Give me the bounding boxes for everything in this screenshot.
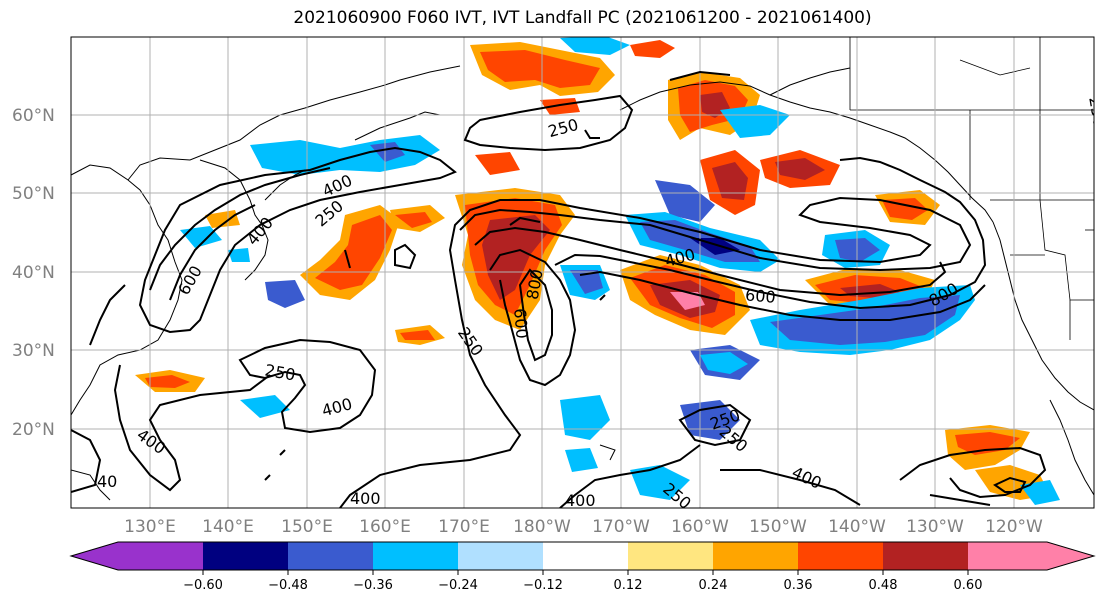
colorbar-extend-left xyxy=(71,542,118,570)
colorbar: −0.60 −0.48 −0.36 −0.24 −0.12 0.12 0.24 … xyxy=(69,541,1096,593)
map-frame xyxy=(70,36,1095,509)
lon-label: 130°W xyxy=(906,517,964,537)
lon-label: 120°W xyxy=(985,517,1043,537)
contour-label: 400 xyxy=(565,491,596,510)
colorbar-tick-label: 0.24 xyxy=(699,578,728,593)
lon-label: 150°W xyxy=(749,517,807,537)
gridlines xyxy=(71,37,1094,508)
colorbar-ticks xyxy=(202,570,969,575)
lon-label: 160°W xyxy=(671,517,729,537)
lat-label: 20°N xyxy=(12,420,55,440)
colorbar-segment xyxy=(543,542,628,570)
colorbar-extend-right xyxy=(1047,542,1094,570)
map-layers: 250 250 250 250 250 250 250 400 400 400 … xyxy=(71,37,1105,510)
contour-label: 40 xyxy=(97,472,117,491)
colorbar-segment xyxy=(373,542,458,570)
contour-label: 400 xyxy=(350,489,381,508)
lon-label: 180°W xyxy=(513,517,571,537)
lat-label: 30°N xyxy=(12,341,55,361)
longitude-labels: 130°E 140°E 150°E 160°E 170°E 180°W 170°… xyxy=(124,517,1043,537)
colorbar-tick-label: 0.60 xyxy=(954,578,983,593)
lon-label: 170°E xyxy=(438,517,490,537)
lat-label: 60°N xyxy=(12,106,55,126)
colorbar-segment xyxy=(798,542,883,570)
contour-label: 600 xyxy=(744,285,776,307)
colorbar-segment xyxy=(628,542,713,570)
colorbar-segment xyxy=(203,542,288,570)
ivt-shading xyxy=(135,37,1060,505)
contour-label: 600 xyxy=(510,307,532,339)
colorbar-tick-label: 0.12 xyxy=(614,578,643,593)
colorbar-segment xyxy=(713,542,798,570)
lon-label: 160°E xyxy=(359,517,411,537)
colorbar-tick-label: −0.24 xyxy=(438,578,478,593)
lon-label: 140°E xyxy=(202,517,254,537)
colorbar-tick-label: −0.12 xyxy=(523,578,563,593)
lat-label: 50°N xyxy=(12,184,55,204)
ivt-contours xyxy=(71,70,1047,508)
colorbar-segment xyxy=(968,542,1047,570)
lon-label: 170°W xyxy=(592,517,650,537)
colorbar-segment xyxy=(883,542,968,570)
colorbar-segment xyxy=(118,542,203,570)
lon-label: 150°E xyxy=(281,517,333,537)
contour-label: 250 xyxy=(1085,95,1105,128)
colorbar-tick-label: −0.60 xyxy=(183,578,223,593)
colorbar-tick-label: −0.48 xyxy=(268,578,308,593)
map-title: 2021060900 F060 IVT, IVT Landfall PC (20… xyxy=(293,8,872,28)
colorbar-tick-label: −0.36 xyxy=(353,578,393,593)
colorbar-tick-label: 0.48 xyxy=(869,578,898,593)
political-borders xyxy=(849,37,1094,340)
latitude-labels: 60°N 50°N 40°N 30°N 20°N xyxy=(12,106,55,440)
colorbar-segment xyxy=(458,542,543,570)
lat-label: 40°N xyxy=(12,263,55,283)
lon-label: 140°W xyxy=(828,517,886,537)
colorbar-segment xyxy=(288,542,373,570)
lon-label: 130°E xyxy=(124,517,176,537)
colorbar-tick-label: 0.36 xyxy=(784,578,813,593)
